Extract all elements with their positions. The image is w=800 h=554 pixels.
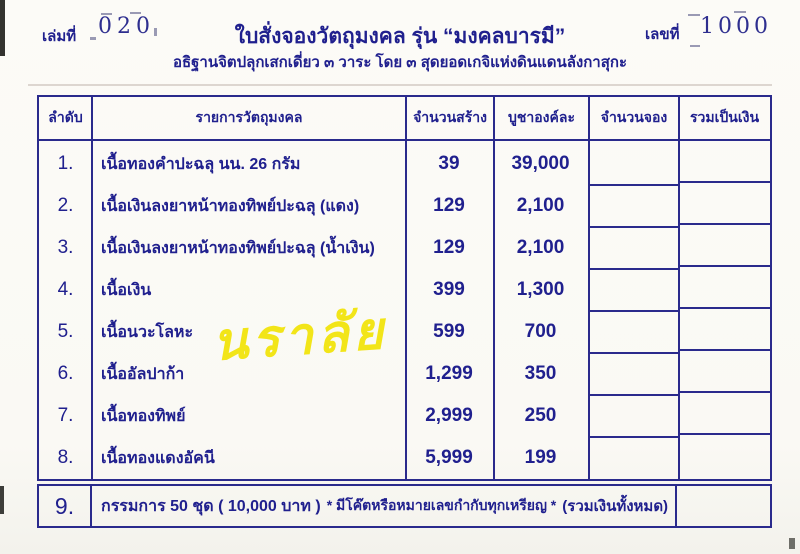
- column-header-reserved: จำนวนจอง: [600, 109, 668, 125]
- unit-price: 250: [524, 405, 557, 426]
- table-row: 6. เนื้ออัลปาก้า 1,299 350: [39, 353, 770, 396]
- column-divider: [678, 97, 680, 479]
- dotted-line-mark: [101, 13, 112, 15]
- row-index: 7.: [57, 405, 74, 426]
- made-quantity: 5,999: [425, 447, 473, 468]
- column-divider: [588, 97, 590, 479]
- committee-set-price: กรรมการ 50 ชุด ( 10,000 บาท ): [101, 497, 321, 515]
- row-index: 5.: [57, 321, 74, 342]
- row-index: 6.: [57, 363, 74, 384]
- total-amount-blank: [678, 437, 770, 479]
- item-name: เนื้อเงินลงยาหน้าทองทิพย์ปะฉลุ (น้ำเงิน): [101, 239, 375, 257]
- dotted-line-mark: [130, 12, 141, 14]
- book-number-label: เล่มที่: [42, 28, 77, 45]
- doc-number-label: เลขที่: [645, 26, 680, 43]
- item-name: เนื้อทองคำปะฉลุ นน. 26 กรัม: [101, 155, 301, 173]
- table-row: 4. เนื้อเงิน 399 1,300: [39, 269, 770, 312]
- column-header-index: ลำดับ: [48, 109, 83, 125]
- item-name: เนื้อทองแดงอัคนี: [101, 449, 215, 467]
- row-index: 9.: [39, 486, 92, 526]
- dotted-line-mark: [690, 45, 700, 47]
- made-quantity: 399: [433, 279, 465, 300]
- scan-fold-line: [28, 84, 772, 86]
- table-body: 1. เนื้อทองคำปะฉลุ นน. 26 กรัม 39 39,000…: [39, 143, 770, 479]
- doc-number-stamp: 1000: [700, 14, 772, 39]
- dotted-line-mark: [688, 14, 700, 16]
- dotted-line-mark: [734, 11, 746, 13]
- reserved-quantity-blank: [588, 395, 678, 437]
- grand-total-label: (รวมเงินทั้งหมด): [562, 498, 669, 515]
- reserved-quantity-blank: [588, 227, 678, 269]
- made-quantity: 39: [438, 153, 460, 174]
- row-index: 3.: [57, 237, 74, 258]
- row-index: 1.: [57, 153, 74, 174]
- total-amount-blank: [678, 269, 770, 311]
- grand-total-blank: [675, 486, 770, 526]
- reserved-quantity-blank: [588, 269, 678, 311]
- item-name: เนื้อเงิน: [101, 281, 152, 299]
- column-divider: [405, 97, 407, 479]
- code-note: * มีโค๊ตหรือหมายเลขกำกับทุกเหรียญ *: [326, 497, 557, 513]
- order-table: ลำดับ รายการวัตถุมงคล จำนวนสร้าง บูชาองค…: [37, 95, 772, 481]
- unit-price: 2,100: [516, 195, 565, 216]
- unit-price: 350: [524, 363, 557, 384]
- row-index: 2.: [57, 195, 74, 216]
- total-amount-blank: [678, 143, 770, 185]
- column-header-made: จำนวนสร้าง: [413, 109, 487, 125]
- table-row: 7. เนื้อทองทิพย์ 2,999 250: [39, 395, 770, 438]
- table-row: 5. เนื้อนวะโลหะ 599 700: [39, 311, 770, 354]
- reserved-quantity-blank: [588, 437, 678, 479]
- scan-edge-mark: [789, 538, 795, 549]
- column-divider: [91, 97, 93, 479]
- total-amount-blank: [678, 227, 770, 269]
- reserved-quantity-blank: [588, 353, 678, 395]
- unit-price: 2,100: [516, 237, 565, 258]
- committee-set-row: 9. กรรมการ 50 ชุด ( 10,000 บาท ) * มีโค๊…: [37, 484, 772, 528]
- committee-set-description: กรรมการ 50 ชุด ( 10,000 บาท ) * มีโค๊ตหร…: [92, 486, 675, 526]
- table-row: 8. เนื้อทองแดงอัคนี 5,999 199: [39, 437, 770, 479]
- total-amount-blank: [678, 185, 770, 227]
- reserved-quantity-blank: [588, 185, 678, 227]
- item-name: เนื้อทองทิพย์: [101, 407, 186, 425]
- dotted-line-mark: [90, 37, 96, 40]
- item-name: เนื้อนวะโลหะ: [101, 323, 194, 341]
- unit-price: 39,000: [511, 153, 570, 174]
- reserved-quantity-blank: [588, 143, 678, 185]
- total-amount-blank: [678, 395, 770, 437]
- table-row: 3. เนื้อเงินลงยาหน้าทองทิพย์ปะฉลุ (น้ำเง…: [39, 227, 770, 270]
- table-row: 1. เนื้อทองคำปะฉลุ นน. 26 กรัม 39 39,000: [39, 143, 770, 186]
- unit-price: 1,300: [516, 279, 565, 300]
- made-quantity: 129: [433, 195, 465, 216]
- item-name: เนื้ออัลปาก้า: [101, 365, 185, 383]
- scan-edge-mark: [0, 0, 5, 56]
- scan-edge-mark: [0, 486, 4, 514]
- unit-price: 700: [524, 321, 557, 342]
- reserved-quantity-blank: [588, 311, 678, 353]
- dotted-line-mark: [154, 28, 157, 36]
- table-header-row: ลำดับ รายการวัตถุมงคล จำนวนสร้าง บูชาองค…: [39, 97, 770, 141]
- made-quantity: 129: [433, 237, 465, 258]
- page-title: ใบสั่งจองวัตถุมงคล รุ่น “มงคลบารมี”: [234, 25, 566, 48]
- total-amount-blank: [678, 353, 770, 395]
- column-header-total: รวมเป็นเงิน: [689, 109, 760, 125]
- table-row: 2. เนื้อเงินลงยาหน้าทองทิพย์ปะฉลุ (แดง) …: [39, 185, 770, 228]
- row-index: 8.: [57, 447, 74, 468]
- total-amount-blank: [678, 311, 770, 353]
- unit-price: 199: [524, 447, 557, 468]
- column-divider: [493, 97, 495, 479]
- row-index: 4.: [57, 279, 74, 300]
- book-number-stamp: 020: [98, 14, 155, 39]
- item-name: เนื้อเงินลงยาหน้าทองทิพย์ปะฉลุ (แดง): [101, 197, 360, 215]
- watermark-text: นราลัย: [210, 299, 389, 374]
- made-quantity: 2,999: [425, 405, 473, 426]
- made-quantity: 599: [433, 321, 465, 342]
- page-subtitle: อธิฐานจิตปลุกเสกเดี่ยว ๓ วาระ โดย ๓ สุดย…: [172, 54, 628, 71]
- made-quantity: 1,299: [425, 363, 473, 384]
- column-header-item: รายการวัตถุมงคล: [195, 109, 303, 125]
- column-header-price: บูชาองค์ละ: [508, 109, 575, 125]
